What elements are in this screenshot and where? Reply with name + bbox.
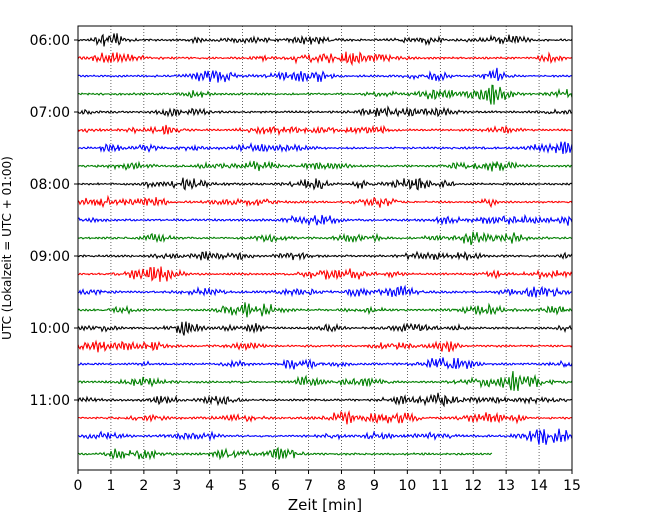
- x-tick-label: 5: [238, 478, 247, 494]
- x-tick-label: 14: [530, 478, 548, 494]
- grid-lines: [110, 26, 540, 470]
- trace-line: [77, 177, 573, 191]
- trace-line: [77, 284, 573, 298]
- trace-line: [77, 124, 573, 137]
- x-tick-label: 3: [172, 478, 181, 494]
- y-tick-label: 07:00: [30, 105, 70, 121]
- x-tick-label: 4: [205, 478, 214, 494]
- x-tick-label: 6: [271, 478, 280, 494]
- y-tick-label: 10:00: [30, 321, 70, 337]
- trace-line: [77, 302, 573, 318]
- x-axis-label: Zeit [min]: [288, 496, 362, 514]
- trace-line: [77, 266, 573, 282]
- x-tick-label: 1: [106, 478, 115, 494]
- trace-line: [77, 231, 573, 246]
- y-axis-ticks: 06:00 07:00 08:00 09:00 10:00 11:00: [30, 33, 78, 409]
- trace-line: [77, 410, 573, 425]
- trace-line: [77, 141, 573, 155]
- trace-line: [77, 105, 573, 118]
- trace-line: [77, 84, 573, 105]
- plot-frame: [77, 25, 573, 471]
- trace-line: [77, 33, 573, 47]
- trace-line: [77, 371, 573, 392]
- trace-line: [77, 357, 573, 370]
- trace-line: [77, 321, 573, 336]
- plot-frame-background: [78, 26, 572, 470]
- x-tick-label: 8: [337, 478, 346, 494]
- x-tick-label: 13: [497, 478, 515, 494]
- seismic-traces: [77, 33, 573, 461]
- x-axis-ticks: 0 1 2 3 4 5 6 7 8 9 10 11 12 13 14 15: [74, 470, 581, 494]
- x-tick-label: 10: [398, 478, 416, 494]
- x-tick-label: 9: [370, 478, 379, 494]
- x-tick-label: 15: [563, 478, 581, 494]
- trace-line: [77, 250, 573, 261]
- trace-line: [77, 339, 573, 353]
- trace-line: [77, 194, 573, 209]
- x-tick-label: 2: [139, 478, 148, 494]
- x-tick-label: 11: [431, 478, 449, 494]
- x-tick-label: 7: [304, 478, 313, 494]
- trace-line: [77, 51, 573, 67]
- trace-line: [77, 428, 573, 445]
- trace-line: [77, 446, 493, 461]
- x-tick-label: 12: [464, 478, 482, 494]
- y-tick-label: 06:00: [30, 33, 70, 49]
- trace-line: [77, 160, 573, 172]
- y-tick-label: 09:00: [30, 249, 70, 265]
- trace-line: [77, 213, 573, 227]
- y-tick-label: 08:00: [30, 177, 70, 193]
- trace-line: [77, 67, 573, 83]
- trace-line: [77, 392, 573, 408]
- y-axis-label: UTC (Lokalzeit = UTC + 01:00): [0, 156, 14, 340]
- y-tick-label: 11:00: [30, 393, 70, 409]
- x-tick-label: 0: [74, 478, 83, 494]
